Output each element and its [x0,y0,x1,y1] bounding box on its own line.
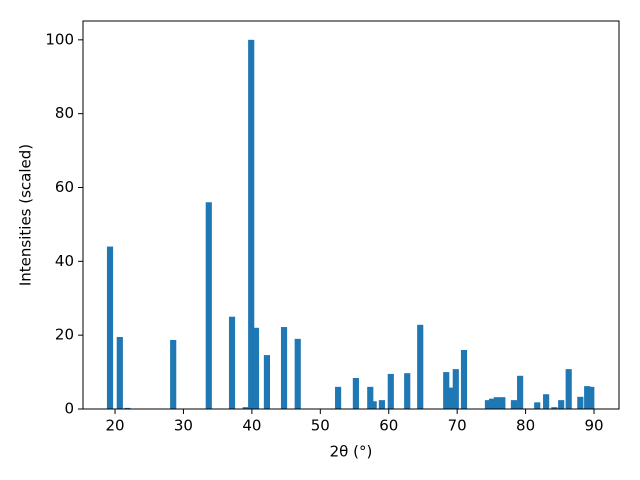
y-tick-label: 0 [64,400,74,418]
bar [378,400,385,409]
bar [242,407,249,409]
x-tick-label: 40 [242,417,261,435]
bar [228,316,236,409]
bar [205,202,212,409]
bar [124,407,131,409]
x-tick-label: 90 [584,417,603,435]
bar [534,402,541,409]
bar [170,339,177,409]
bar [404,373,411,409]
x-tick-label: 70 [448,417,467,435]
bar [417,324,424,409]
bar [517,375,524,409]
bar [460,349,468,409]
bar [387,373,394,409]
y-tick-label: 40 [55,252,74,270]
bar [484,400,492,409]
bar [252,327,260,409]
plot-frame [82,20,620,410]
bar [106,246,114,409]
bar [551,407,558,409]
bar [452,369,459,409]
bar [447,387,455,409]
y-axis-label: Intensities (scaled) [17,144,35,286]
x-tick-label: 50 [311,417,330,435]
bar [443,372,450,409]
x-tick-label: 30 [174,417,193,435]
bar [488,398,496,409]
y-tick-label: 20 [55,326,74,344]
bar [588,386,595,409]
bar [116,337,123,409]
bar [543,394,550,409]
bar [335,386,342,409]
bar [577,396,584,409]
bar [510,400,518,409]
bar [352,377,359,409]
bar [370,401,377,409]
x-tick-label: 80 [516,417,535,435]
x-tick-label: 60 [379,417,398,435]
bar [294,338,301,409]
y-tick-label: 80 [55,104,74,122]
bar [493,397,500,409]
bar [367,386,374,409]
bar [584,386,591,409]
y-tick-label: 60 [55,178,74,196]
y-tick-label: 100 [45,30,74,48]
bar [558,400,565,409]
bar [565,369,572,409]
bar [280,327,288,409]
bar [263,355,271,409]
bar [499,397,506,409]
x-axis-label: 2θ (°) [330,443,373,461]
x-tick-label: 20 [105,417,124,435]
bar [248,39,255,409]
